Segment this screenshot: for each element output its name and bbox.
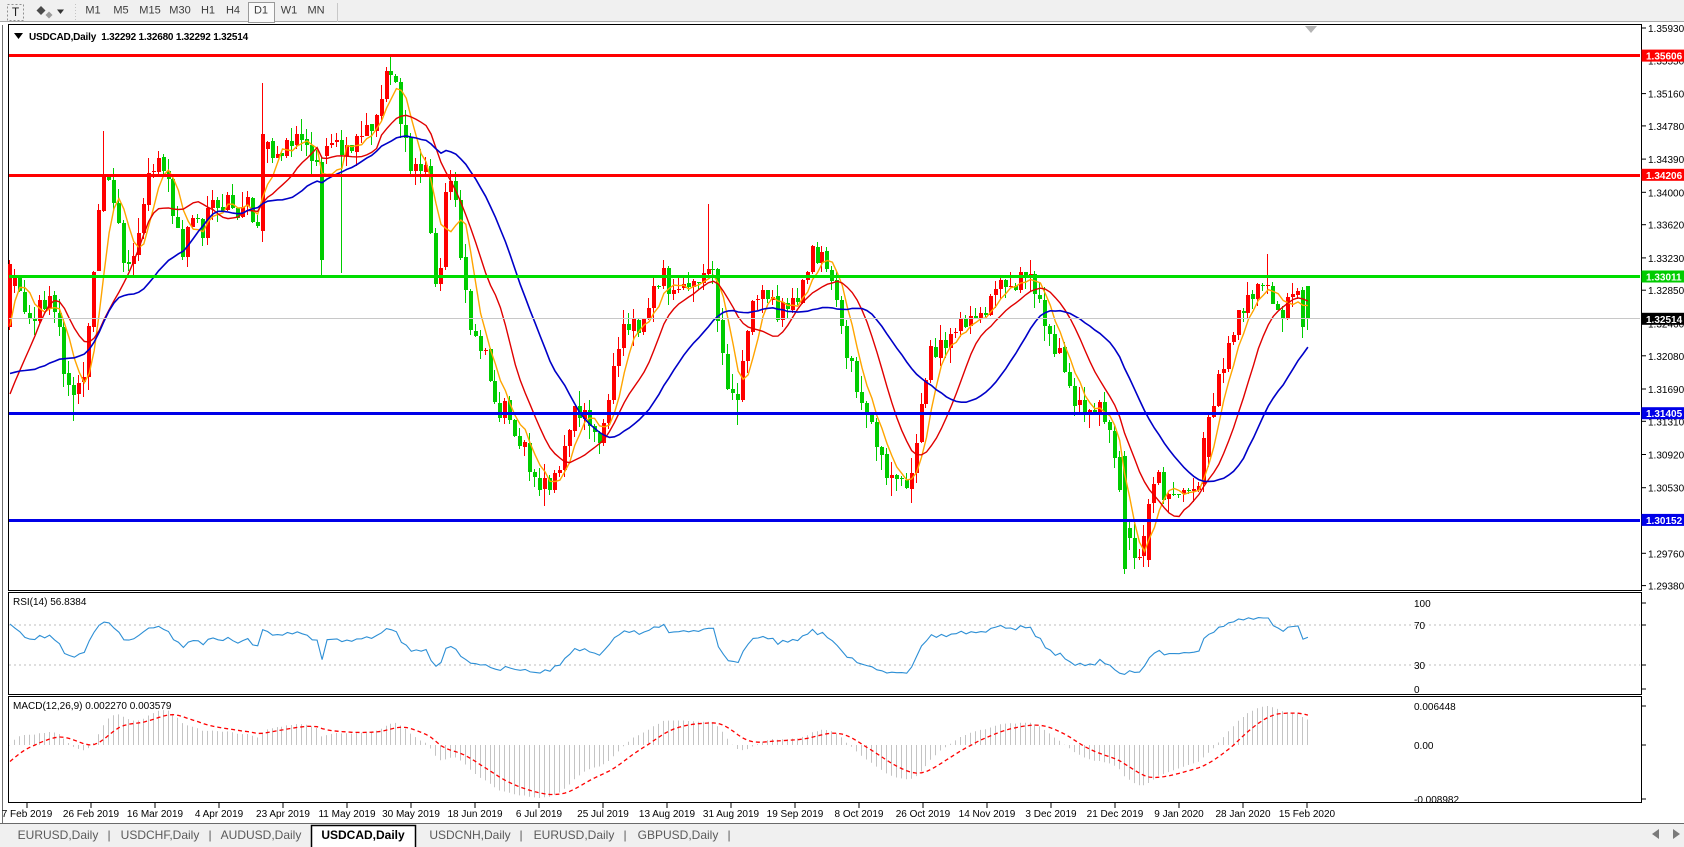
svg-text:30: 30: [1414, 661, 1426, 672]
svg-text:1.30152: 1.30152: [1646, 516, 1683, 527]
svg-text:1.34780: 1.34780: [1648, 122, 1684, 133]
svg-text:23 Apr 2019: 23 Apr 2019: [256, 809, 310, 820]
svg-text:1.35606: 1.35606: [1646, 52, 1683, 63]
svg-text:70: 70: [1414, 621, 1426, 632]
svg-text:|: |: [519, 828, 522, 842]
svg-text:9 Jan 2020: 9 Jan 2020: [1154, 809, 1204, 820]
svg-text:13 Aug 2019: 13 Aug 2019: [639, 809, 696, 820]
svg-text:1.29380: 1.29380: [1648, 582, 1684, 593]
svg-text:26 Oct 2019: 26 Oct 2019: [896, 809, 951, 820]
svg-text:USDCNH,Daily: USDCNH,Daily: [429, 828, 510, 842]
svg-text:1.31405: 1.31405: [1646, 409, 1683, 420]
svg-text:T: T: [12, 5, 20, 19]
svg-text:1.33620: 1.33620: [1648, 221, 1684, 232]
svg-text:1.35930: 1.35930: [1648, 24, 1684, 35]
svg-text:1.32080: 1.32080: [1648, 352, 1684, 363]
svg-text:W1: W1: [281, 5, 298, 17]
svg-text:-0.008982: -0.008982: [1414, 795, 1459, 806]
svg-text:28 Jan 2020: 28 Jan 2020: [1215, 809, 1270, 820]
svg-text:1.34000: 1.34000: [1648, 188, 1684, 199]
svg-text:21 Dec 2019: 21 Dec 2019: [1087, 809, 1144, 820]
svg-text:4 Apr 2019: 4 Apr 2019: [195, 809, 244, 820]
svg-text:0.006448: 0.006448: [1414, 702, 1456, 713]
svg-text:M30: M30: [169, 5, 190, 17]
svg-text:EURUSD,Daily: EURUSD,Daily: [18, 828, 99, 842]
svg-text:1.34390: 1.34390: [1648, 155, 1684, 166]
svg-text:USDCHF,Daily: USDCHF,Daily: [121, 828, 200, 842]
svg-text:EURUSD,Daily: EURUSD,Daily: [534, 828, 615, 842]
svg-text:0.00: 0.00: [1414, 741, 1434, 752]
svg-text:1.34206: 1.34206: [1646, 171, 1683, 182]
svg-text:|: |: [623, 828, 626, 842]
svg-text:8 Oct 2019: 8 Oct 2019: [835, 809, 884, 820]
svg-text:MACD(12,26,9) 0.002270 0.00357: MACD(12,26,9) 0.002270 0.003579: [13, 701, 172, 712]
svg-text:6 Jul 2019: 6 Jul 2019: [516, 809, 563, 820]
svg-text:31 Aug 2019: 31 Aug 2019: [703, 809, 760, 820]
svg-text:15 Feb 2020: 15 Feb 2020: [1279, 809, 1336, 820]
svg-text:1.33011: 1.33011: [1646, 273, 1682, 284]
svg-text:1.30530: 1.30530: [1648, 484, 1684, 495]
svg-text:19 Sep 2019: 19 Sep 2019: [767, 809, 824, 820]
svg-text:GBPUSD,Daily: GBPUSD,Daily: [638, 828, 719, 842]
svg-text:1.33230: 1.33230: [1648, 254, 1684, 265]
svg-text:M1: M1: [85, 5, 100, 17]
svg-text:1.31310: 1.31310: [1648, 417, 1684, 428]
svg-text:RSI(14) 56.8384: RSI(14) 56.8384: [13, 597, 87, 608]
svg-text:11 May 2019: 11 May 2019: [318, 809, 376, 820]
svg-text:|: |: [208, 828, 211, 842]
svg-text:1.35550: 1.35550: [1648, 56, 1684, 67]
svg-text:M15: M15: [139, 5, 160, 17]
svg-text:AUDUSD,Daily: AUDUSD,Daily: [221, 828, 302, 842]
svg-text:1.35160: 1.35160: [1648, 90, 1684, 101]
svg-text:1.30920: 1.30920: [1648, 451, 1684, 462]
svg-text:3 Dec 2019: 3 Dec 2019: [1025, 809, 1077, 820]
svg-text:USDCAD,Daily: USDCAD,Daily: [321, 828, 405, 842]
svg-text:16 Mar 2019: 16 Mar 2019: [127, 809, 184, 820]
svg-text:18 Jun 2019: 18 Jun 2019: [447, 809, 502, 820]
svg-text:14 Nov 2019: 14 Nov 2019: [959, 809, 1016, 820]
svg-text:7 Feb 2019: 7 Feb 2019: [2, 809, 53, 820]
svg-text:1.32514: 1.32514: [1646, 315, 1683, 326]
svg-text:30 May 2019: 30 May 2019: [382, 809, 440, 820]
svg-text:1.31690: 1.31690: [1648, 385, 1684, 396]
svg-text:H1: H1: [201, 5, 215, 17]
svg-text:1.32850: 1.32850: [1648, 286, 1684, 297]
svg-text:|: |: [727, 828, 730, 842]
svg-text:100: 100: [1414, 599, 1431, 610]
svg-text:H4: H4: [226, 5, 240, 17]
svg-text:1.29760: 1.29760: [1648, 549, 1684, 560]
svg-text:USDCAD,Daily 1.32292 1.32680: USDCAD,Daily 1.32292 1.32680 1.32292 1.3…: [29, 32, 249, 43]
svg-text:D1: D1: [254, 5, 268, 17]
svg-text:25 Jul 2019: 25 Jul 2019: [577, 809, 629, 820]
svg-text:|: |: [107, 828, 110, 842]
svg-text:26 Feb 2019: 26 Feb 2019: [63, 809, 120, 820]
svg-text:M5: M5: [113, 5, 128, 17]
svg-text:MN: MN: [307, 5, 324, 17]
svg-text:0: 0: [1414, 685, 1420, 696]
svg-text:1.32460: 1.32460: [1648, 319, 1684, 330]
